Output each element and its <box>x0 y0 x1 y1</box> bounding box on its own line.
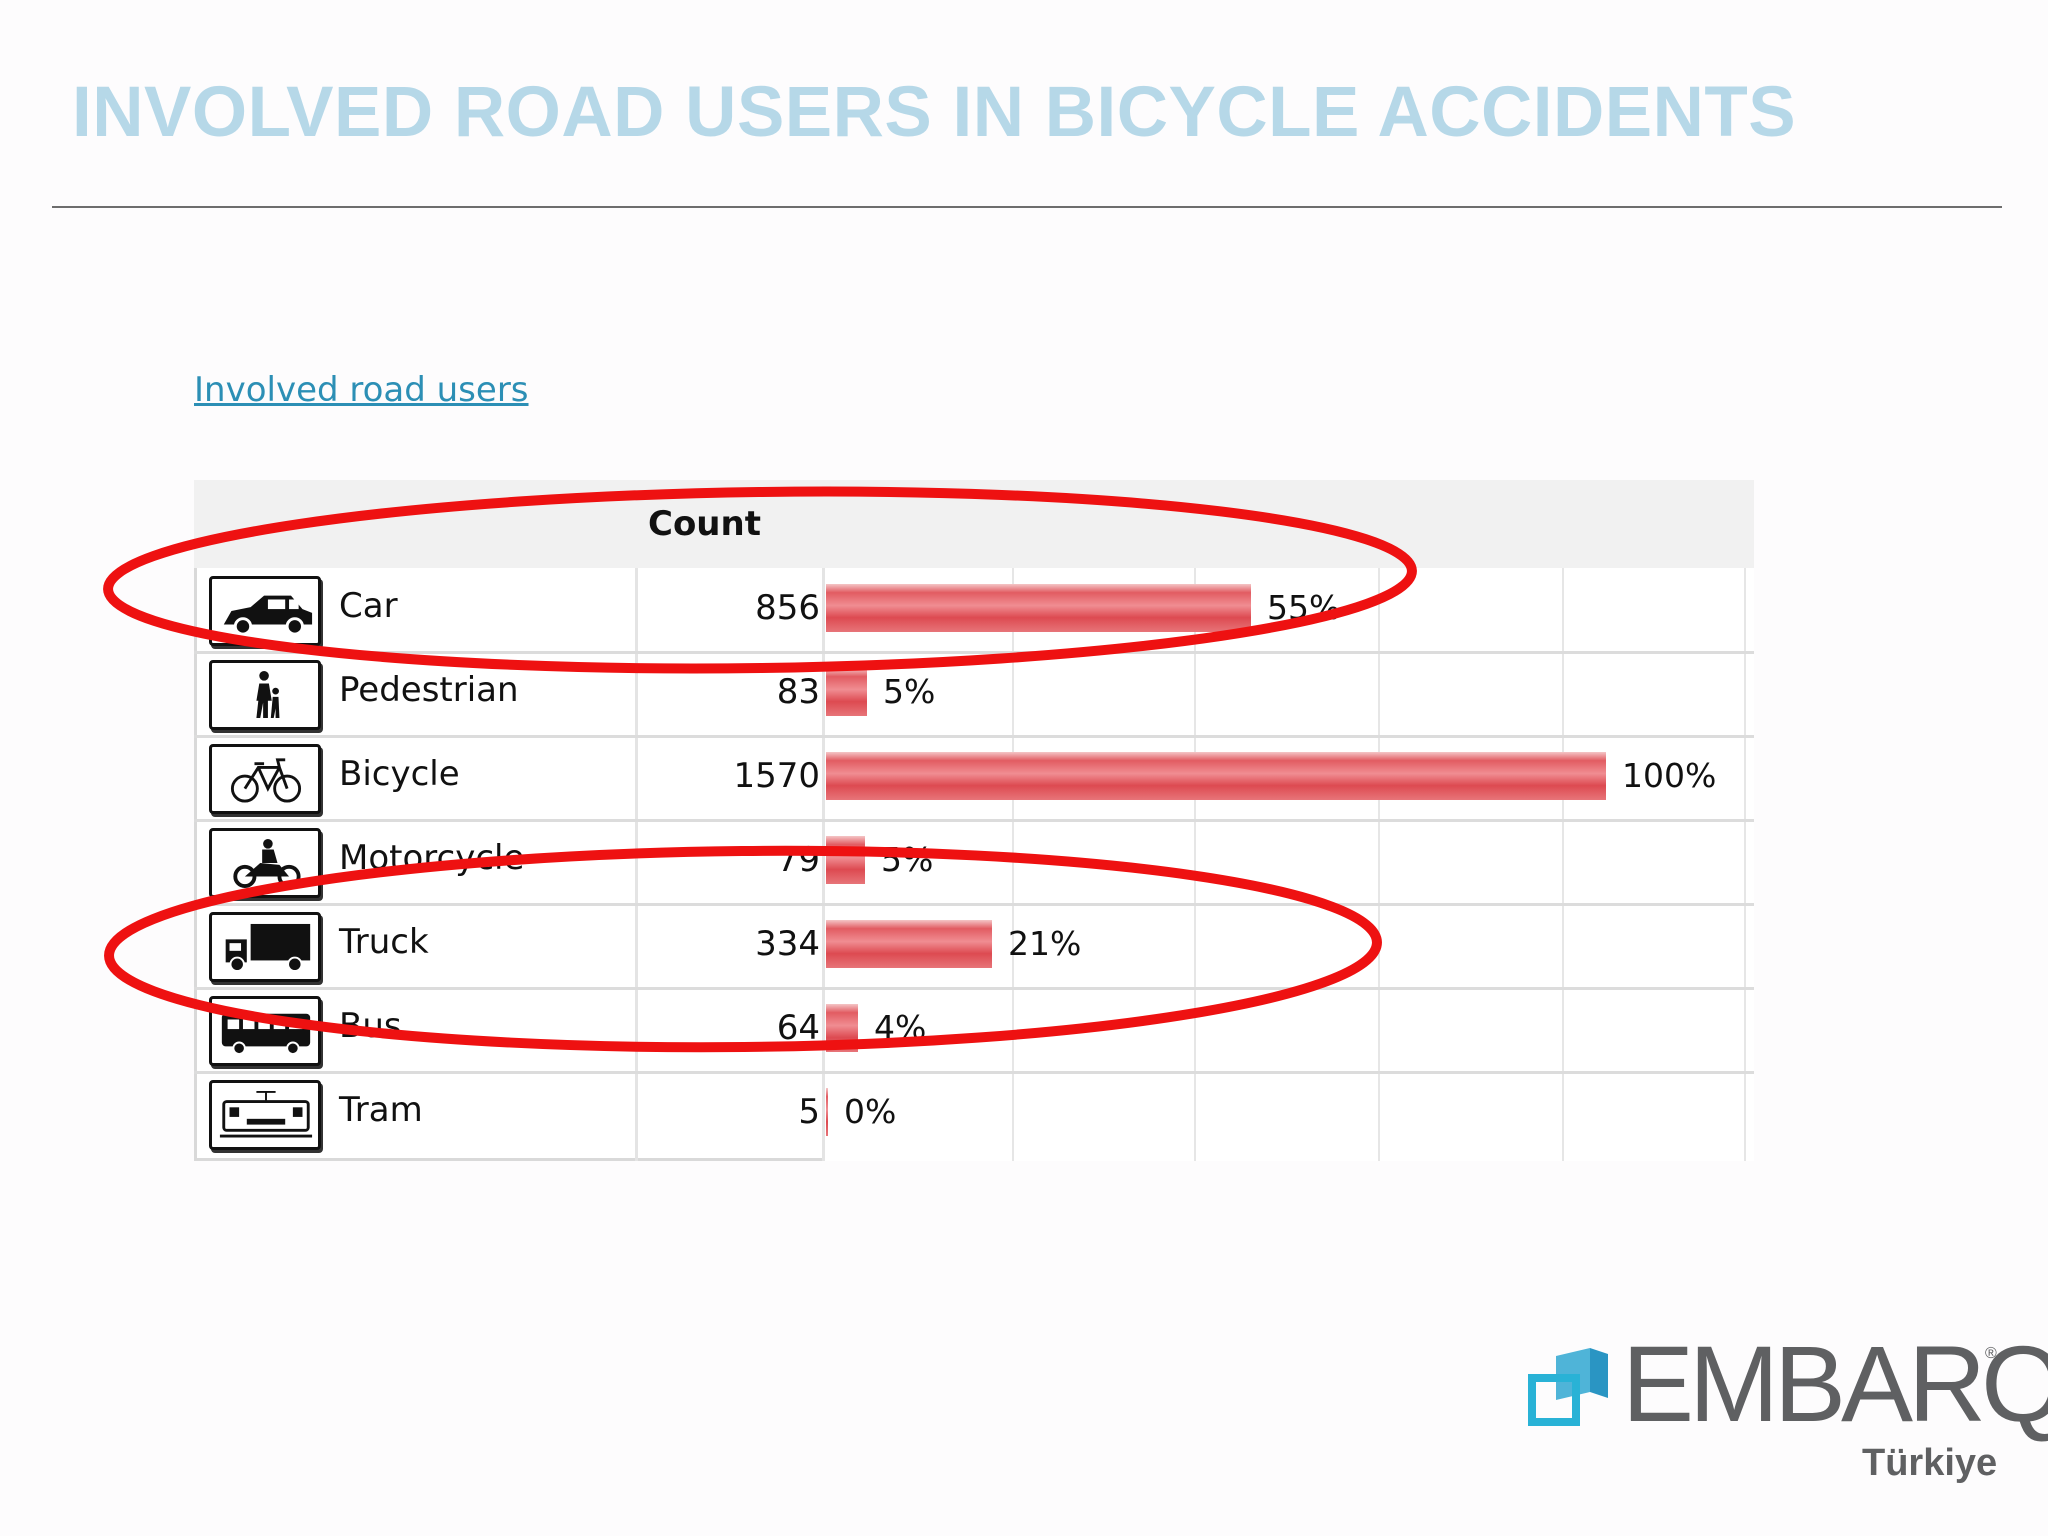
table-row: Pedestrian 83 <box>194 652 824 736</box>
road-users-table: Count Car 856 Pedestrian 83 Bicycle 1570 Motor… <box>194 480 1754 1161</box>
category-label: Tram <box>339 1090 423 1130</box>
count-value: 79 <box>776 840 820 880</box>
table-header: Count <box>194 480 1754 568</box>
category-label: Car <box>339 586 398 626</box>
count-value: 5 <box>798 1092 820 1132</box>
bar <box>826 752 1606 800</box>
bar <box>826 1088 828 1136</box>
row-divider <box>194 735 1754 738</box>
category-label: Motorcycle <box>339 838 525 878</box>
percent-label: 100% <box>1622 756 1717 795</box>
title-divider <box>52 206 2002 208</box>
truck-icon <box>209 912 321 982</box>
bar <box>826 668 867 716</box>
count-column-header: Count <box>648 504 761 544</box>
category-label: Truck <box>339 922 429 962</box>
row-divider <box>194 819 1754 822</box>
percent-label: 0% <box>844 1092 897 1131</box>
percent-label: 5% <box>883 672 936 711</box>
tram-icon <box>209 1080 321 1150</box>
registered-mark: ® <box>1985 1345 1997 1362</box>
category-label: Pedestrian <box>339 670 519 710</box>
category-label: Bus <box>339 1006 402 1046</box>
count-value: 83 <box>776 672 820 712</box>
pedestrian-icon <box>209 660 321 730</box>
car-icon <box>209 576 321 646</box>
bicycle-icon <box>209 744 321 814</box>
gridline <box>1562 568 1564 1161</box>
table-row: Motorcycle 79 <box>194 820 824 904</box>
gridline <box>1744 568 1746 1161</box>
slide-title: INVOLVED ROAD USERS IN BICYCLE ACCIDENTS <box>72 73 1797 152</box>
table-row: Tram 5 <box>194 1072 824 1156</box>
bar <box>826 584 1251 632</box>
row-divider <box>194 1071 1754 1074</box>
bar <box>826 836 865 884</box>
percent-label: 55% <box>1267 588 1341 627</box>
table-row: Bicycle 1570 <box>194 736 824 820</box>
percent-label: 5% <box>881 840 934 879</box>
embarq-logo-subtitle: Türkiye <box>1862 1442 1998 1484</box>
embarq-logo-mark <box>1528 1348 1608 1426</box>
bar <box>826 1004 858 1052</box>
count-value: 1570 <box>733 756 820 796</box>
category-label: Bicycle <box>339 754 460 794</box>
involved-road-users-link[interactable]: Involved road users <box>194 370 529 410</box>
bus-icon <box>209 996 321 1066</box>
motorcycle-icon <box>209 828 321 898</box>
percent-label: 21% <box>1008 924 1082 963</box>
percent-label: 4% <box>874 1008 927 1047</box>
count-value: 64 <box>776 1008 820 1048</box>
table-row: Bus 64 <box>194 988 824 1072</box>
bar <box>826 920 992 968</box>
count-value: 334 <box>755 924 820 964</box>
table-row: Car 856 <box>194 568 824 652</box>
table-row: Truck 334 <box>194 904 824 988</box>
count-value: 856 <box>755 588 820 628</box>
embarq-logo-text: EMBARQ <box>1622 1323 2048 1444</box>
